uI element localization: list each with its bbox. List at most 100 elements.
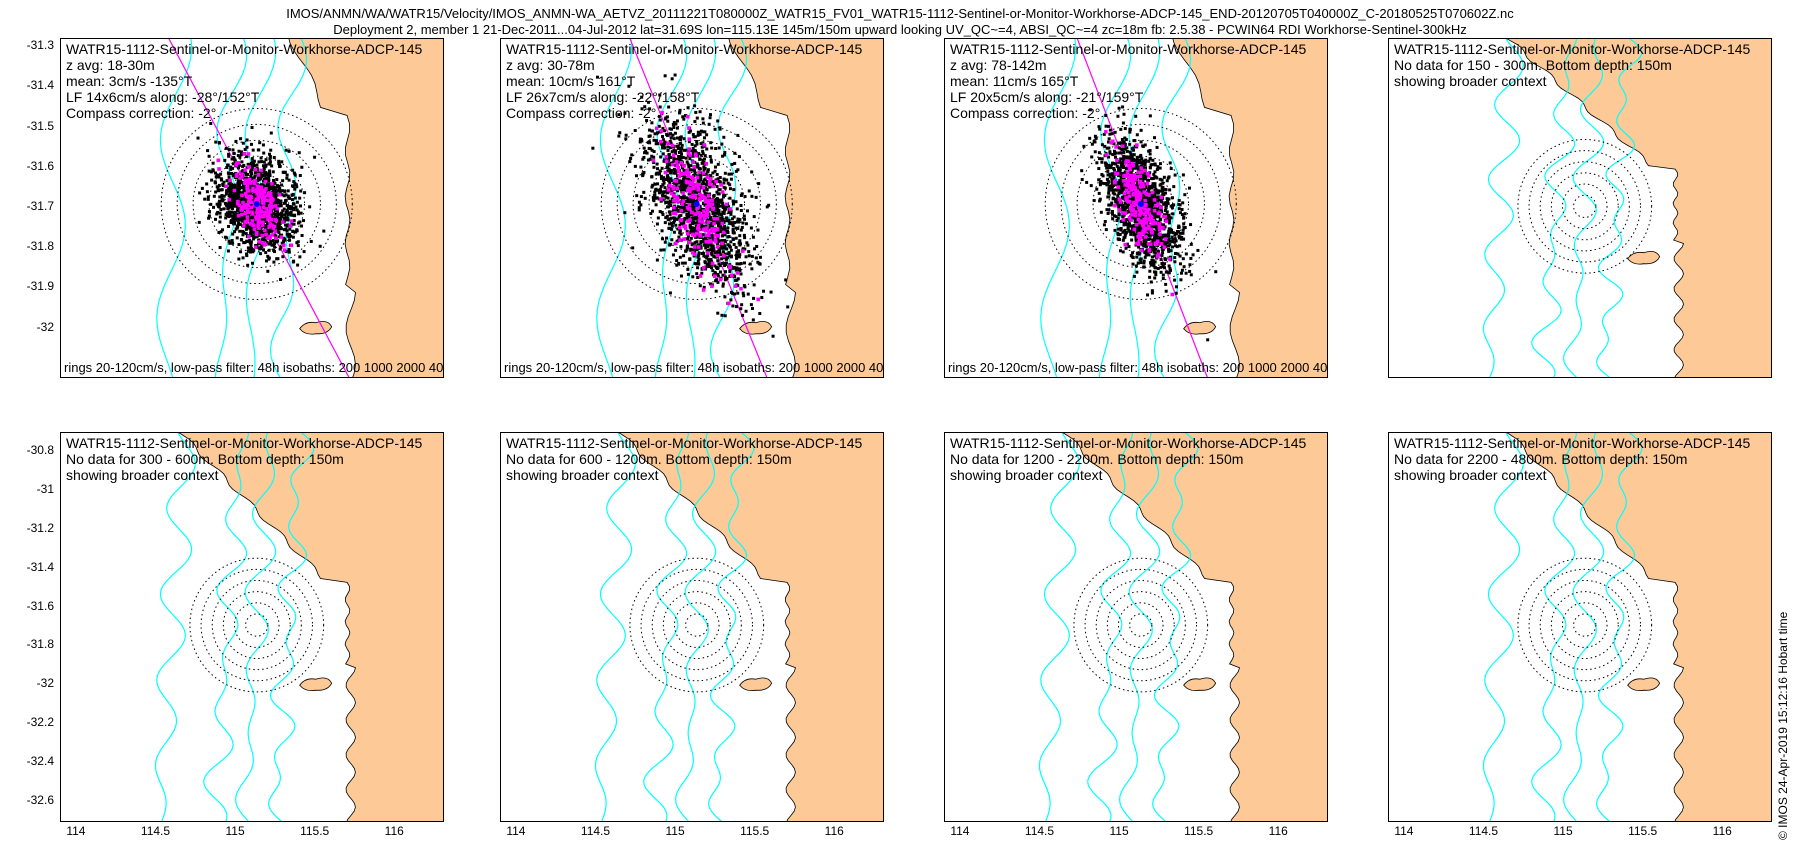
scatter-point	[694, 224, 698, 228]
scatter-point	[682, 137, 686, 141]
scatter-point	[261, 179, 265, 183]
scatter-point	[1140, 214, 1144, 218]
scatter-point	[1139, 140, 1143, 144]
lowpass-point	[673, 211, 678, 216]
scatter-point	[686, 106, 690, 110]
scatter-point	[679, 150, 683, 154]
lowpass-point	[1142, 227, 1146, 231]
scatter-point	[1142, 259, 1146, 263]
scatter-point	[1133, 158, 1137, 162]
scatter-point	[696, 164, 700, 168]
scatter-point	[292, 171, 296, 175]
scatter-point	[1130, 215, 1134, 219]
scatter-point	[280, 160, 284, 164]
scatter-point	[272, 243, 276, 247]
land-mass	[1172, 39, 1327, 377]
lowpass-point	[1143, 198, 1147, 203]
scatter-point	[1153, 231, 1157, 235]
scatter-point	[1123, 170, 1127, 174]
lowpass-point	[703, 196, 707, 201]
scatter-point	[1104, 113, 1108, 117]
scatter-point	[708, 155, 712, 159]
scatter-point	[1156, 199, 1160, 203]
map-panel-2: WATR15-1112-Sentinel-or-Monitor-Workhors…	[500, 38, 884, 378]
scatter-point	[639, 195, 643, 199]
velocity-scatter	[1080, 105, 1218, 342]
scatter-point	[687, 165, 691, 169]
scatter-point	[1164, 242, 1168, 246]
scatter-point	[1121, 187, 1125, 191]
scatter-point	[313, 155, 317, 159]
scatter-point	[1114, 197, 1118, 201]
lowpass-point	[672, 198, 676, 203]
scatter-point	[667, 178, 671, 182]
lowpass-point	[1141, 229, 1146, 234]
lowpass-point	[695, 206, 699, 211]
scatter-point	[1170, 228, 1174, 232]
scatter-point	[1147, 237, 1151, 241]
scatter-point	[653, 132, 657, 136]
scatter-point	[652, 196, 656, 200]
scatter-point	[742, 233, 746, 237]
scatter-point	[233, 214, 237, 218]
lowpass-point	[686, 219, 690, 224]
scatter-point	[246, 263, 250, 267]
scatter-point	[1161, 251, 1165, 255]
scatter-point	[210, 178, 214, 182]
scatter-point	[271, 170, 275, 174]
lowpass-point	[256, 195, 261, 200]
panel-info-line-2: z avg: 78-142m	[950, 57, 1047, 73]
lowpass-point	[256, 212, 260, 217]
lowpass-point	[696, 245, 701, 249]
scatter-point	[662, 176, 666, 180]
scatter-point	[268, 157, 272, 161]
scatter-point	[1128, 130, 1132, 134]
lowpass-point	[687, 240, 692, 245]
scatter-point	[1173, 278, 1177, 282]
scatter-point	[271, 207, 275, 211]
scatter-point	[748, 262, 752, 266]
scatter-point	[702, 237, 706, 241]
scatter-point	[1100, 157, 1104, 161]
scatter-point	[723, 275, 727, 279]
speed-ring-3	[1092, 155, 1190, 253]
island	[299, 321, 333, 335]
scatter-point	[1108, 150, 1112, 154]
scatter-point	[1150, 209, 1154, 213]
scatter-point	[667, 167, 671, 171]
lowpass-point	[1127, 216, 1132, 220]
scatter-point	[237, 149, 241, 153]
scatter-point	[224, 213, 228, 217]
scatter-point	[732, 215, 736, 219]
scatter-point	[705, 244, 709, 248]
scatter-point	[1120, 182, 1124, 186]
scatter-point	[273, 191, 277, 195]
lowpass-point	[1128, 167, 1132, 172]
scatter-point	[1113, 152, 1117, 156]
lowpass-point	[245, 184, 250, 188]
scatter-point	[1129, 169, 1133, 173]
scatter-point	[732, 188, 736, 192]
scatter-point	[264, 220, 268, 224]
scatter-point	[1099, 180, 1103, 184]
scatter-point	[661, 183, 665, 187]
scatter-point	[267, 201, 271, 205]
scatter-point	[237, 191, 241, 195]
lowpass-point	[658, 139, 663, 144]
scatter-point	[1167, 249, 1171, 253]
scatter-point	[1166, 176, 1170, 180]
lowpass-point	[1139, 248, 1144, 253]
scatter-point	[663, 221, 667, 225]
lowpass-point	[690, 175, 694, 180]
scatter-point	[734, 226, 738, 230]
scatter-point	[709, 174, 713, 178]
scatter-point	[303, 191, 307, 195]
scatter-point	[654, 196, 658, 200]
lowpass-point	[1153, 203, 1158, 208]
scatter-point	[646, 100, 650, 104]
scatter-point	[1177, 207, 1181, 211]
scatter-point	[640, 107, 644, 111]
scatter-point	[1148, 157, 1152, 161]
lowpass-point	[695, 175, 700, 180]
lowpass-point	[694, 153, 698, 158]
